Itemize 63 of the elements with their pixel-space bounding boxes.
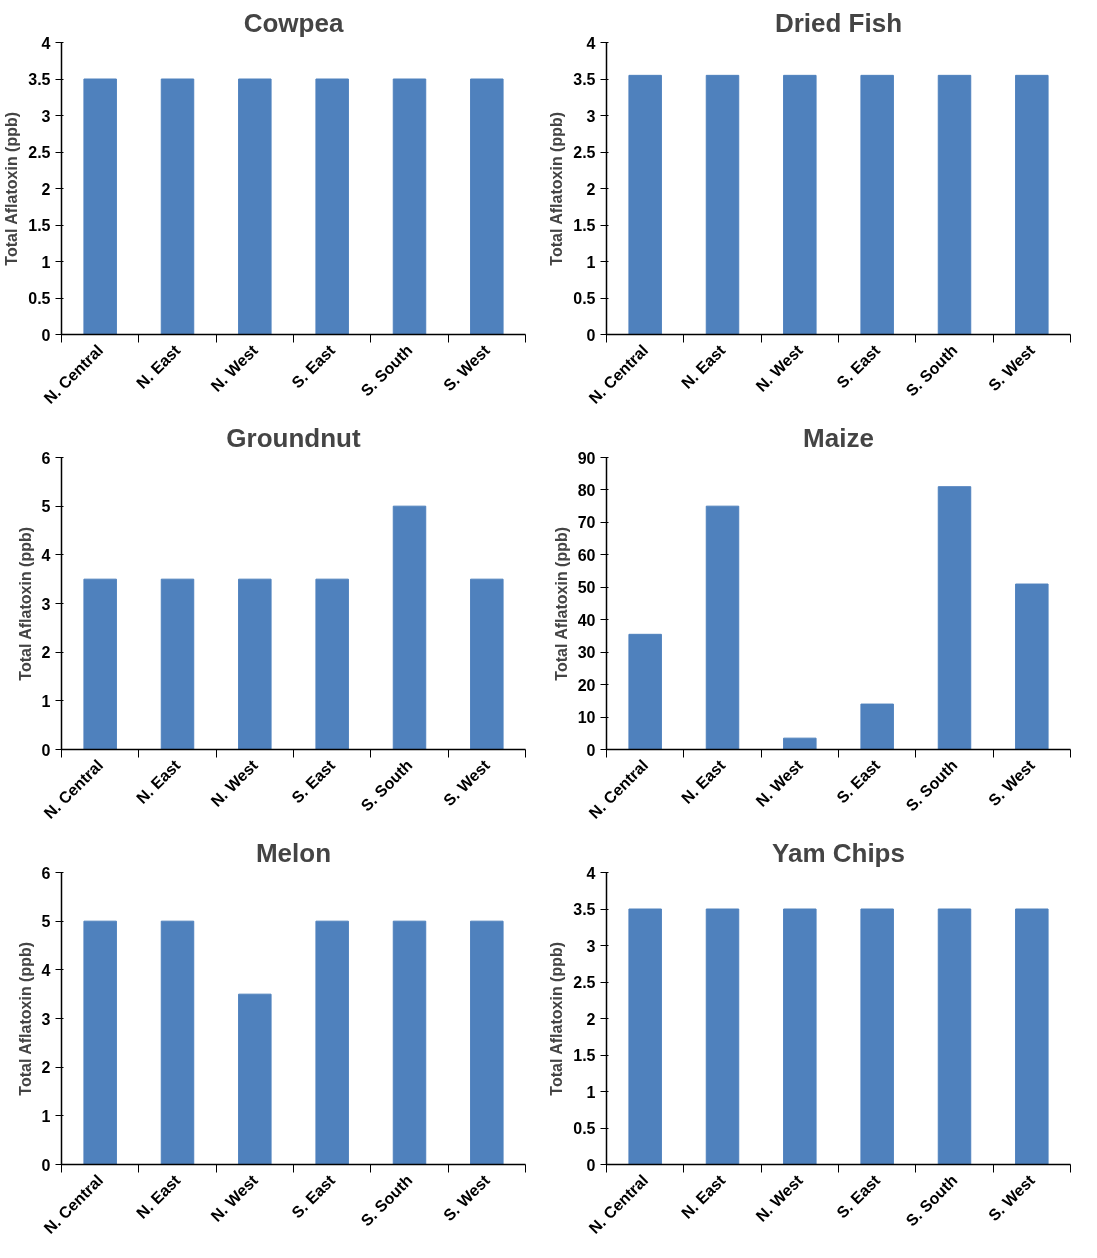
chart-title: Dried Fish <box>774 7 903 38</box>
y-tick-label: 60 <box>577 546 596 564</box>
y-tick-label: 0 <box>586 1156 596 1174</box>
y-tick-label: 2 <box>586 1010 596 1028</box>
y-tick-label: 5 <box>41 913 51 931</box>
y-tick-label: 3 <box>41 1010 51 1028</box>
y-tick-label: 5 <box>41 498 51 516</box>
y-tick-label: 3.5 <box>573 71 596 88</box>
y-tick-label: 6 <box>41 864 51 882</box>
y-tick-label: 1.5 <box>573 217 596 234</box>
y-tick-label: 0 <box>41 741 51 759</box>
y-tick-label: 0.5 <box>573 1120 596 1137</box>
y-tick-label: 3 <box>41 107 51 125</box>
y-tick-label: 1 <box>586 1083 596 1101</box>
y-axis-title: Total Aflatoxin (ppb) <box>16 526 34 681</box>
y-tick-label: 30 <box>577 644 596 662</box>
chart-title: Maize <box>803 422 874 453</box>
y-axis-title: Total Aflatoxin (ppb) <box>16 941 34 1096</box>
y-tick-label: 2.5 <box>573 144 596 161</box>
y-axis-title: Total Aflatoxin (ppb) <box>3 111 21 266</box>
y-tick-label: 1 <box>41 692 51 710</box>
y-tick-label: 0.5 <box>573 290 596 307</box>
y-tick-label: 6 <box>41 449 51 467</box>
y-tick-label: 2 <box>586 180 596 198</box>
y-axis-title: Total Aflatoxin (ppb) <box>548 111 566 266</box>
y-tick-label: 40 <box>577 611 596 629</box>
y-tick-label: 1 <box>41 253 51 271</box>
y-tick-label: 4 <box>41 546 51 564</box>
y-tick-label: 90 <box>577 449 596 467</box>
y-tick-label: 4 <box>41 961 51 979</box>
y-tick-label: 3 <box>586 937 596 955</box>
y-tick-label: 4 <box>41 34 51 52</box>
chart-title: Groundnut <box>226 422 361 453</box>
y-tick-label: 1 <box>586 253 596 271</box>
y-tick-label: 2 <box>41 180 51 198</box>
y-tick-label: 20 <box>577 676 596 694</box>
y-tick-label: 4 <box>586 34 596 52</box>
chart-title: Yam Chips <box>772 837 905 868</box>
chart-title: Melon <box>255 837 332 868</box>
y-tick-label: 80 <box>577 481 596 499</box>
y-tick-label: 4 <box>586 864 596 882</box>
y-tick-label: 0 <box>41 326 51 344</box>
y-axis-title: Total Aflatoxin (ppb) <box>548 941 566 1096</box>
y-tick-label: 0.5 <box>28 290 51 307</box>
y-tick-label: 10 <box>577 709 596 727</box>
y-tick-label: 2.5 <box>28 144 51 161</box>
y-tick-label: 70 <box>577 514 596 532</box>
y-tick-label: 1.5 <box>28 217 51 234</box>
y-tick-label: 3.5 <box>28 71 51 88</box>
y-tick-label: 0 <box>586 326 596 344</box>
y-tick-label: 1 <box>41 1107 51 1125</box>
chart-title: Cowpea <box>243 7 344 38</box>
y-tick-label: 0 <box>41 1156 51 1174</box>
y-tick-label: 3 <box>41 595 51 613</box>
y-tick-label: 2 <box>41 644 51 662</box>
y-tick-label: 3 <box>586 107 596 125</box>
y-tick-label: 50 <box>577 579 596 597</box>
y-tick-label: 0 <box>586 741 596 759</box>
y-tick-label: 3.5 <box>573 901 596 918</box>
y-axis-title: Total Aflatoxin (ppb) <box>552 526 570 681</box>
y-tick-label: 2 <box>41 1059 51 1077</box>
y-tick-label: 2.5 <box>573 974 596 991</box>
y-tick-label: 1.5 <box>573 1047 596 1064</box>
